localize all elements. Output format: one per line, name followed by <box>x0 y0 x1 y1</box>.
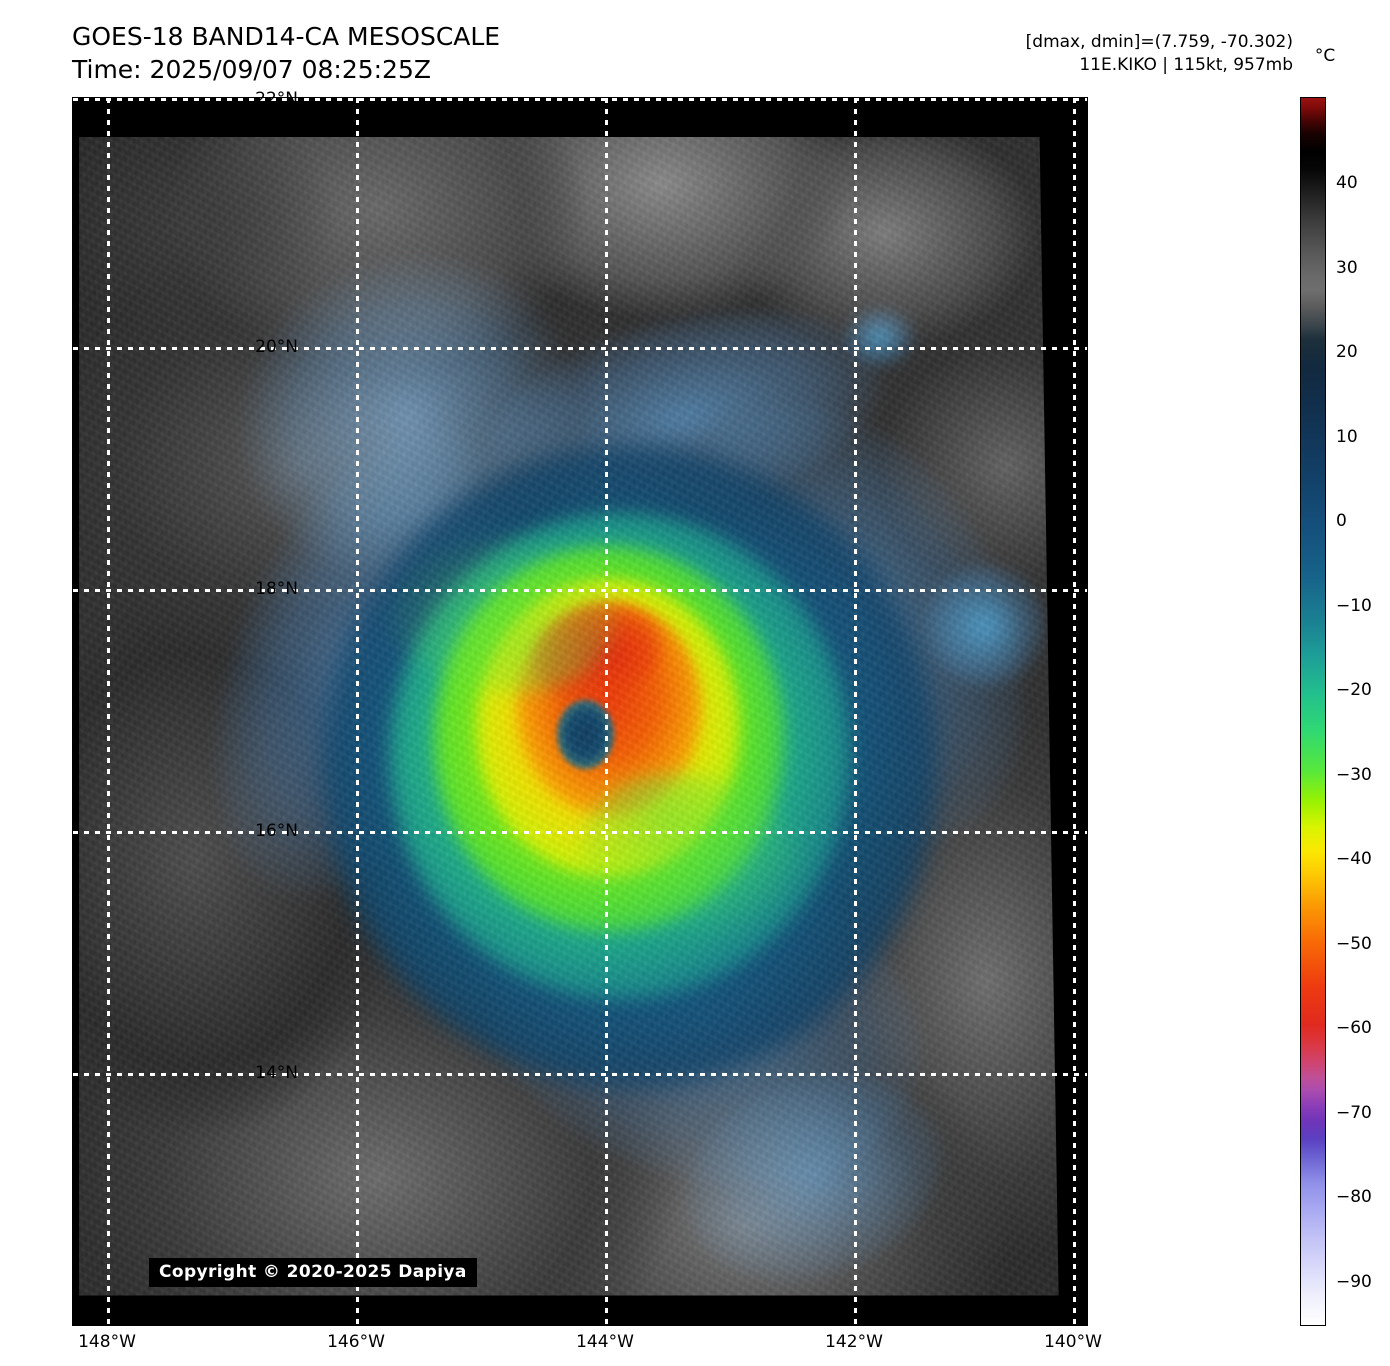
timestamp-label: Time: 2025/09/07 08:25:25Z <box>72 55 431 84</box>
cbtick-m20: −20 <box>1336 680 1372 700</box>
storm-eye <box>556 700 615 770</box>
metadata-block: [dmax, dmin]=(7.759, -70.302) 11E.KIKO |… <box>1026 31 1293 77</box>
cbtick-m50: −50 <box>1336 934 1372 954</box>
cbtick-m10: −10 <box>1336 596 1372 616</box>
cbtick-m90: −90 <box>1336 1272 1372 1292</box>
ir-pixel-texture <box>79 121 1059 1296</box>
satellite-data-sector <box>73 121 1087 1325</box>
ytick-16n: 16°N <box>255 821 298 841</box>
sector-top-void <box>79 121 1059 138</box>
page-title: GOES-18 BAND14-CA MESOSCALE Time: 2025/0… <box>72 20 500 86</box>
convective-patch-ne <box>924 564 1047 687</box>
product-title: GOES-18 BAND14-CA MESOSCALE <box>72 22 501 51</box>
cbtick-30: 30 <box>1336 258 1358 278</box>
cbtick-10: 10 <box>1336 427 1358 447</box>
sector-bottom-void <box>73 1300 1087 1325</box>
ytick-14n: 14°N <box>255 1063 298 1083</box>
xtick-144w: 144°W <box>576 1332 634 1352</box>
cbtick-40: 40 <box>1336 173 1358 193</box>
colorbar-gradient <box>1300 97 1326 1326</box>
ytick-18n: 18°N <box>255 579 298 599</box>
gridline-lon-140w <box>1073 98 1076 1325</box>
satellite-image-plot[interactable]: Copyright © 2020-2025 Dapiya <box>72 97 1088 1326</box>
cbtick-m30: −30 <box>1336 765 1372 785</box>
cbtick-m60: −60 <box>1336 1018 1372 1038</box>
cbtick-20: 20 <box>1336 342 1358 362</box>
storm-info-label: 11E.KIKO | 115kt, 957mb <box>1079 55 1293 75</box>
ytick-22n: 22°N <box>255 89 298 109</box>
ytick-20n: 20°N <box>255 337 298 357</box>
cbtick-m40: −40 <box>1336 849 1372 869</box>
dmax-dmin-label: [dmax, dmin]=(7.759, -70.302) <box>1025 32 1293 52</box>
xtick-148w: 148°W <box>78 1332 136 1352</box>
copyright-watermark: Copyright © 2020-2025 Dapiya <box>149 1258 477 1287</box>
xtick-140w: 140°W <box>1044 1332 1102 1352</box>
hurricane-kiko <box>324 446 938 1087</box>
cbtick-m80: −80 <box>1336 1187 1372 1207</box>
temperature-colorbar[interactable] <box>1300 97 1326 1326</box>
colorbar-unit-label: °C <box>1314 46 1336 66</box>
cbtick-0: 0 <box>1336 511 1347 531</box>
xtick-142w: 142°W <box>825 1332 883 1352</box>
gridline-lat-22n <box>73 98 1087 101</box>
xtick-146w: 146°W <box>327 1332 385 1352</box>
cbtick-m70: −70 <box>1336 1103 1372 1123</box>
